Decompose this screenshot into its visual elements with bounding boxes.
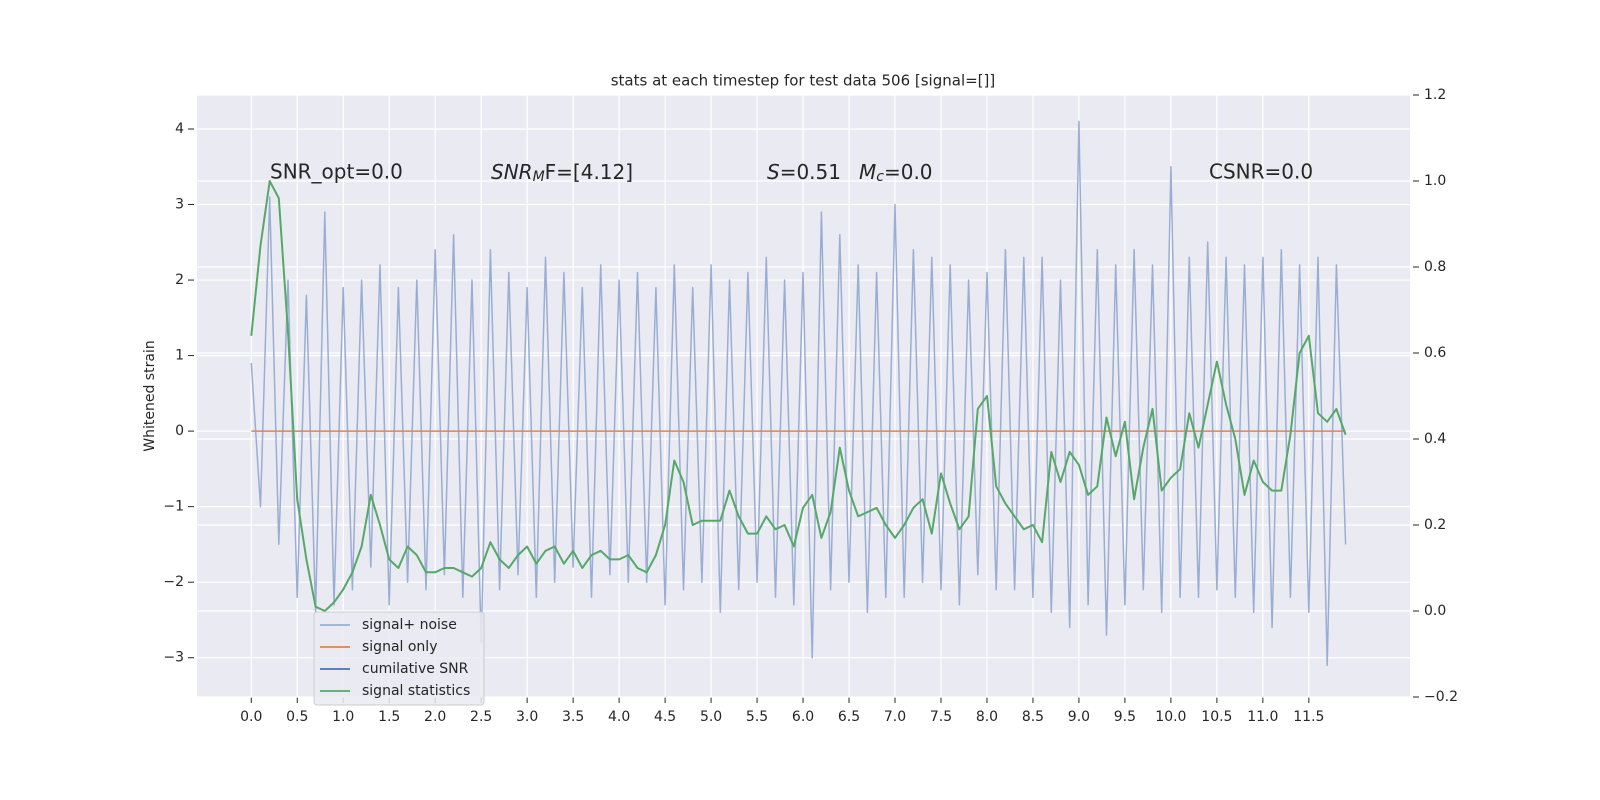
x-tick-label: 3.5 [562, 709, 584, 725]
x-tick-label: 7.5 [930, 709, 952, 725]
legend: signal+ noise signal only cumilative SNR si… [313, 611, 485, 706]
x-tick-label: 2.0 [424, 709, 446, 725]
annotation-part: SNR [491, 160, 533, 184]
x-tick-label: 11.5 [1293, 709, 1324, 725]
annotation-part: S [767, 160, 780, 184]
y-tick-label: 3 [175, 197, 184, 213]
x-tick-label: 9.0 [1068, 709, 1090, 725]
x-tick-label: 4.5 [654, 709, 676, 725]
y2-tick-label: 0.6 [1424, 345, 1446, 361]
x-tick-label: 7.0 [884, 709, 906, 725]
x-tick-label: 10.5 [1201, 709, 1232, 725]
x-tick-label: 6.5 [838, 709, 860, 725]
y-tick-label: −3 [163, 650, 184, 666]
chart-title: stats at each timestep for test data 506… [611, 72, 996, 90]
x-tick-label: 0.5 [286, 709, 308, 725]
x-tick-label: 4.0 [608, 709, 630, 725]
x-tick-label: 8.0 [976, 709, 998, 725]
series-line [250, 180, 1347, 612]
x-tick-label: 9.5 [1114, 709, 1136, 725]
y2-tick-label: 1.2 [1424, 87, 1446, 103]
y-tick-label: 1 [175, 348, 184, 364]
annotation: S=0.51 [767, 160, 841, 184]
annotation: CSNR=0.0 [1209, 160, 1313, 184]
x-tick-label: 5.0 [700, 709, 722, 725]
x-tick-label: 1.5 [378, 709, 400, 725]
legend-label: signal+ noise [362, 617, 457, 633]
x-tick-label: 11.0 [1247, 709, 1278, 725]
y-tick-label: 4 [175, 121, 184, 137]
x-tick-label: 8.5 [1022, 709, 1044, 725]
x-tick-label: 3.0 [516, 709, 538, 725]
series-line [250, 120, 1347, 667]
y2-tick-label: 0.2 [1424, 517, 1446, 533]
y2-tick-label: −0.2 [1424, 689, 1458, 705]
x-tick-label: 2.5 [470, 709, 492, 725]
annotation-part: M [533, 169, 545, 185]
annotation-part: =0.0 [884, 160, 933, 184]
y2-tick-label: 0.4 [1424, 431, 1446, 447]
annotation-part: =0.51 [780, 160, 841, 184]
annotation-part: c [876, 169, 884, 185]
legend-label: signal only [362, 639, 437, 655]
x-tick-label: 0.0 [240, 709, 262, 725]
y2-tick-label: 0.8 [1424, 259, 1446, 275]
annotation: Mc=0.0 [859, 160, 933, 185]
annotation: SNR_opt=0.0 [270, 160, 403, 184]
y-tick-label: −2 [163, 574, 184, 590]
legend-label: signal statistics [362, 683, 470, 699]
annotation-part: M [859, 160, 876, 184]
x-tick-label: 10.0 [1155, 709, 1186, 725]
y-tick-label: 2 [175, 272, 184, 288]
annotation: SNRMF=[4.12] [491, 160, 633, 185]
x-tick-label: 6.0 [792, 709, 814, 725]
legend-label: cumilative SNR [362, 661, 469, 677]
y2-tick-label: 0.0 [1424, 603, 1446, 619]
y-tick-label: −1 [163, 499, 184, 515]
annotation-part: F=[4.12] [545, 160, 633, 184]
y-tick-label: 0 [175, 423, 184, 439]
x-tick-label: 1.0 [332, 709, 354, 725]
y-axis-label: Whitened strain [142, 340, 158, 451]
y2-tick-label: 1.0 [1424, 173, 1446, 189]
legend-box [313, 611, 485, 706]
x-tick-label: 5.5 [746, 709, 768, 725]
